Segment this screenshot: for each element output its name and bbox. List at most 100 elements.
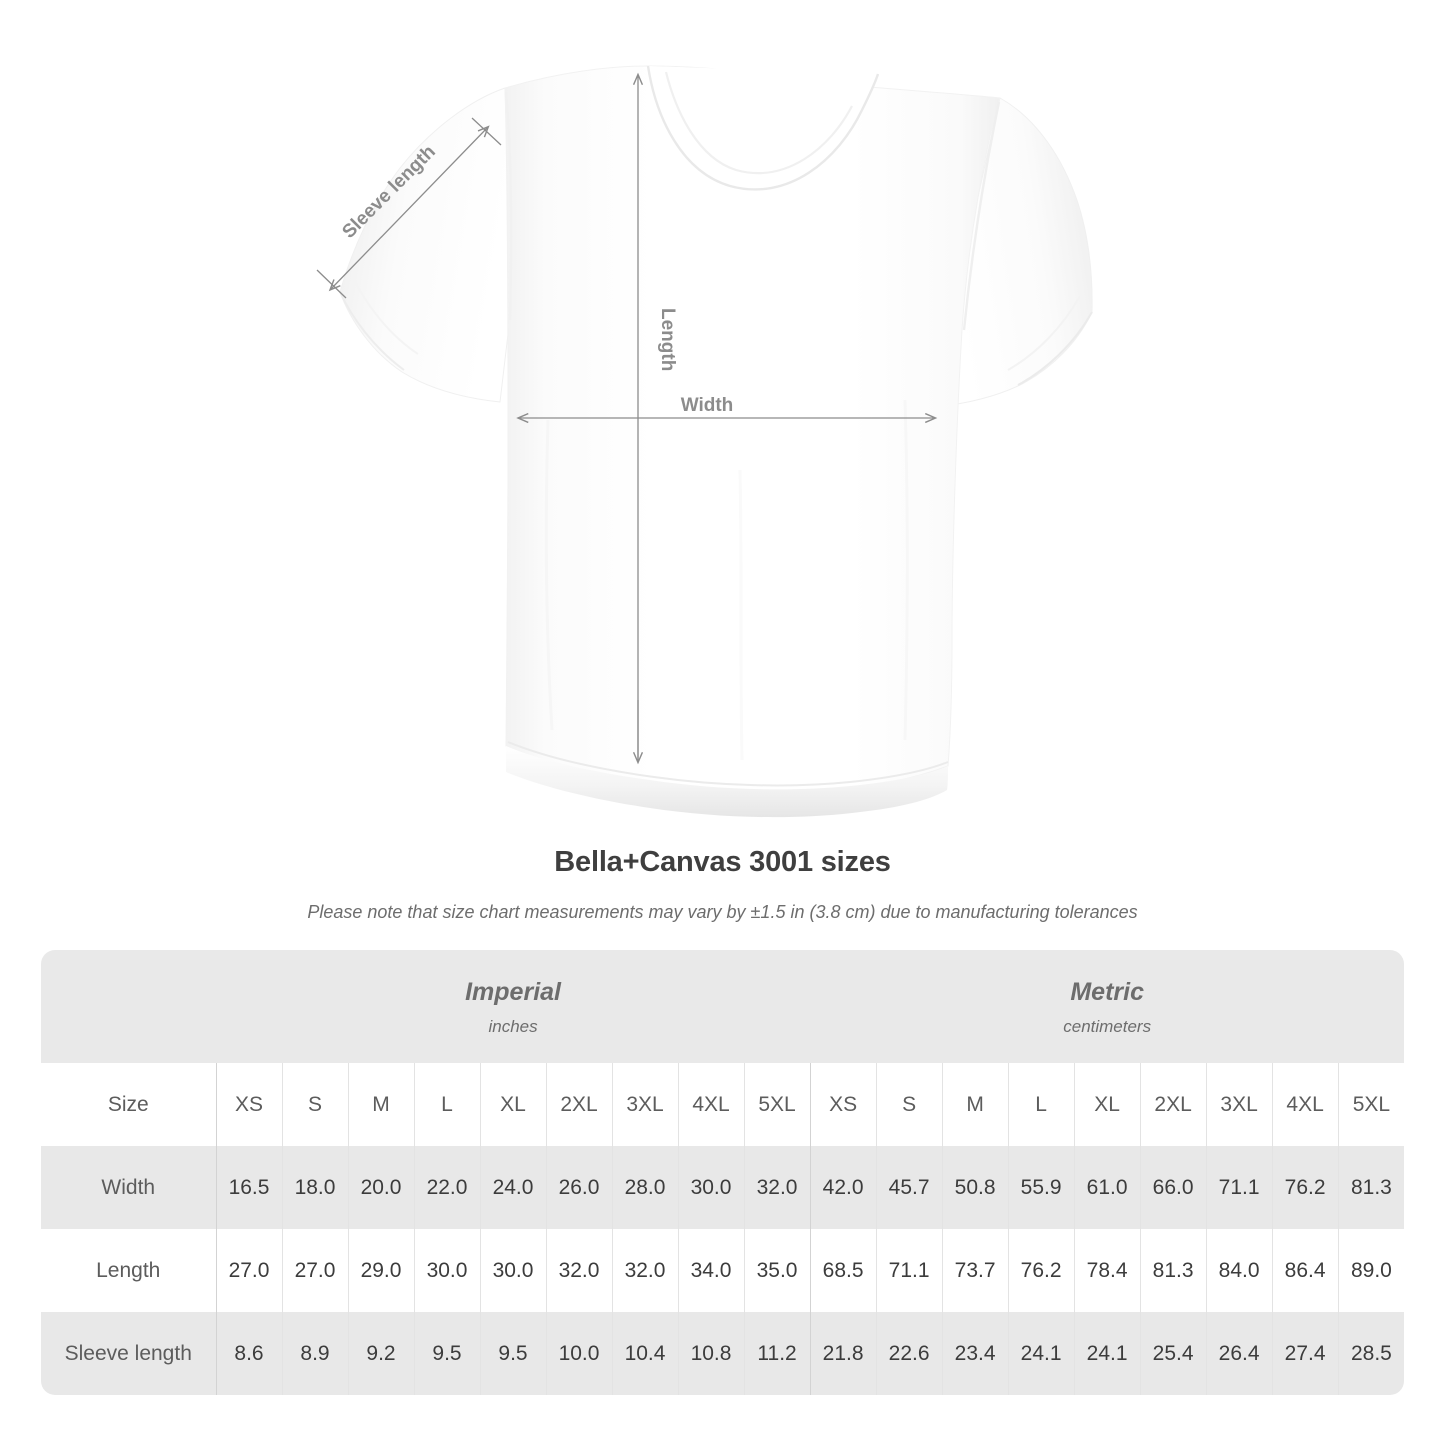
cell-width-imperial-5xl: 32.0 (743, 1146, 811, 1229)
size-header-metric-m: M (941, 1063, 1009, 1146)
table-row: Length 27.0 27.0 29.0 30.0 30.0 32.0 32.0 34.0 35… (41, 1229, 1405, 1312)
cell-width-imperial-3xl: 28.0 (611, 1146, 678, 1229)
cell-sleeve-length-imperial-xs: 8.6 (215, 1312, 282, 1395)
cell-length-imperial-xs: 27.0 (215, 1229, 282, 1312)
right-sleeve (939, 97, 1093, 407)
page-title: Bella+Canvas 3001 sizes (554, 846, 891, 878)
cell-width-metric-m: 50.8 (941, 1146, 1009, 1229)
size-header-imperial-m: M (347, 1063, 414, 1146)
table-row: Width 16.5 18.0 20.0 22.0 24.0 26.0 28.0 30.0 32.… (41, 1146, 1405, 1229)
row-label-width: Width (41, 1146, 216, 1229)
size-chart-table-wrapper: Imperial inches Metric centimeters Size XS S M L… (41, 950, 1405, 1395)
size-header-metric-2xl: 2XL (1139, 1063, 1207, 1146)
unit-band-spacer (41, 950, 216, 1063)
sleeve-length-arrow (328, 125, 490, 292)
cell-width-imperial-2xl: 26.0 (545, 1146, 612, 1229)
fold-center (738, 469, 744, 761)
right-sleeve-hem-inner (1007, 295, 1081, 371)
cell-length-metric-m: 73.7 (941, 1229, 1009, 1312)
cell-sleeve-length-imperial-m: 9.2 (347, 1312, 414, 1395)
fold-right (903, 399, 909, 741)
size-header-imperial-xl: XL (479, 1063, 546, 1146)
cell-length-metric-4xl: 86.4 (1271, 1229, 1339, 1312)
unit-group-subtitle: centimeters (1063, 1016, 1152, 1036)
size-header-label: Size (41, 1063, 216, 1146)
right-sleeve-hem (1017, 311, 1093, 386)
size-header-metric-l: L (1007, 1063, 1075, 1146)
cell-length-metric-l: 76.2 (1007, 1229, 1075, 1312)
size-header-imperial-4xl: 4XL (677, 1063, 744, 1146)
cell-sleeve-length-metric-xl: 24.1 (1073, 1312, 1141, 1395)
cell-width-imperial-l: 22.0 (413, 1146, 480, 1229)
cell-length-imperial-5xl: 35.0 (743, 1229, 811, 1312)
cell-width-metric-5xl: 81.3 (1337, 1146, 1405, 1229)
unit-group-band: Imperial inches Metric centimeters (41, 950, 1405, 1063)
cell-sleeve-length-imperial-4xl: 10.8 (677, 1312, 744, 1395)
neckline-outer (646, 65, 880, 191)
size-header-imperial-2xl: 2XL (545, 1063, 612, 1146)
shoulder-seam-right (962, 101, 1001, 331)
cell-sleeve-length-metric-xs: 21.8 (809, 1312, 877, 1395)
row-label-length: Length (41, 1229, 216, 1312)
unit-group-metric: Metric centimeters (810, 950, 1405, 1063)
size-header-metric-3xl: 3XL (1205, 1063, 1273, 1146)
unit-group-name: Metric (1070, 977, 1144, 1006)
tolerance-note: Please note that size chart measurements… (307, 902, 1138, 922)
cell-sleeve-length-metric-l: 24.1 (1007, 1312, 1075, 1395)
size-header-metric-s: S (875, 1063, 943, 1146)
cell-length-imperial-2xl: 32.0 (545, 1229, 612, 1312)
cell-sleeve-length-imperial-l: 9.5 (413, 1312, 480, 1395)
table-row: Sleeve length 8.6 8.9 9.2 9.5 9.5 10.0 10.4 10.8… (41, 1312, 1405, 1395)
left-sleeve (339, 87, 513, 403)
cell-length-metric-5xl: 89.0 (1337, 1229, 1405, 1312)
cell-sleeve-length-metric-m: 23.4 (941, 1312, 1009, 1395)
garment-shape (339, 65, 1093, 818)
cell-length-imperial-s: 27.0 (281, 1229, 348, 1312)
unit-group-subtitle: inches (488, 1016, 538, 1036)
cell-length-metric-xs: 68.5 (809, 1229, 877, 1312)
left-sleeve-hem (339, 291, 405, 371)
cell-sleeve-length-imperial-xl: 9.5 (479, 1312, 546, 1395)
cell-length-imperial-m: 29.0 (347, 1229, 414, 1312)
cell-width-imperial-xl: 24.0 (479, 1146, 546, 1229)
size-header-imperial-l: L (413, 1063, 480, 1146)
sleeve-tick-bottom (316, 269, 347, 299)
unit-group-imperial: Imperial inches (216, 950, 811, 1063)
cell-sleeve-length-imperial-3xl: 10.4 (611, 1312, 678, 1395)
cell-width-imperial-xs: 16.5 (215, 1146, 282, 1229)
cell-length-metric-3xl: 84.0 (1205, 1229, 1273, 1312)
length-label: Length (657, 308, 678, 371)
tshirt-illustration: Sleeve length Length Width (316, 65, 1093, 818)
size-header-imperial-xs: XS (215, 1063, 282, 1146)
unit-group-name: Imperial (465, 977, 561, 1006)
title-block: Bella+Canvas 3001 sizes Please note that… (0, 845, 1445, 923)
width-annotation: Width (516, 395, 938, 424)
size-header-metric-5xl: 5XL (1337, 1063, 1405, 1146)
size-header-imperial-5xl: 5XL (743, 1063, 811, 1146)
shoulder-seam-left (504, 91, 513, 321)
cell-width-metric-xs: 42.0 (809, 1146, 877, 1229)
cell-sleeve-length-imperial-2xl: 10.0 (545, 1312, 612, 1395)
cell-length-metric-s: 71.1 (875, 1229, 943, 1312)
size-chart-table: Imperial inches Metric centimeters Size XS S M L… (41, 950, 1405, 1395)
row-label-sleeve-length: Sleeve length (41, 1312, 216, 1395)
bottom-hem (506, 746, 948, 818)
cell-length-imperial-3xl: 32.0 (611, 1229, 678, 1312)
tshirt-diagram: Sleeve length Length Width (316, 65, 1093, 818)
fold-left (544, 419, 554, 731)
cell-width-metric-4xl: 76.2 (1271, 1146, 1339, 1229)
cell-width-imperial-s: 18.0 (281, 1146, 348, 1229)
cell-length-imperial-l: 30.0 (413, 1229, 480, 1312)
cell-width-imperial-4xl: 30.0 (677, 1146, 744, 1229)
size-header-metric-xl: XL (1073, 1063, 1141, 1146)
cell-sleeve-length-metric-3xl: 26.4 (1205, 1312, 1273, 1395)
cell-sleeve-length-metric-2xl: 25.4 (1139, 1312, 1207, 1395)
cell-sleeve-length-metric-s: 22.6 (875, 1312, 943, 1395)
table-header-row: Size XS S M L XL 2XL 3XL 4XL 5XL XS S M L XL 2XL 3XL 4XL 5… (41, 1063, 1405, 1146)
size-header-imperial-3xl: 3XL (611, 1063, 678, 1146)
size-header-metric-4xl: 4XL (1271, 1063, 1339, 1146)
cell-sleeve-length-imperial-s: 8.9 (281, 1312, 348, 1395)
size-header-imperial-s: S (281, 1063, 348, 1146)
cell-width-metric-2xl: 66.0 (1139, 1146, 1207, 1229)
cell-width-imperial-m: 20.0 (347, 1146, 414, 1229)
